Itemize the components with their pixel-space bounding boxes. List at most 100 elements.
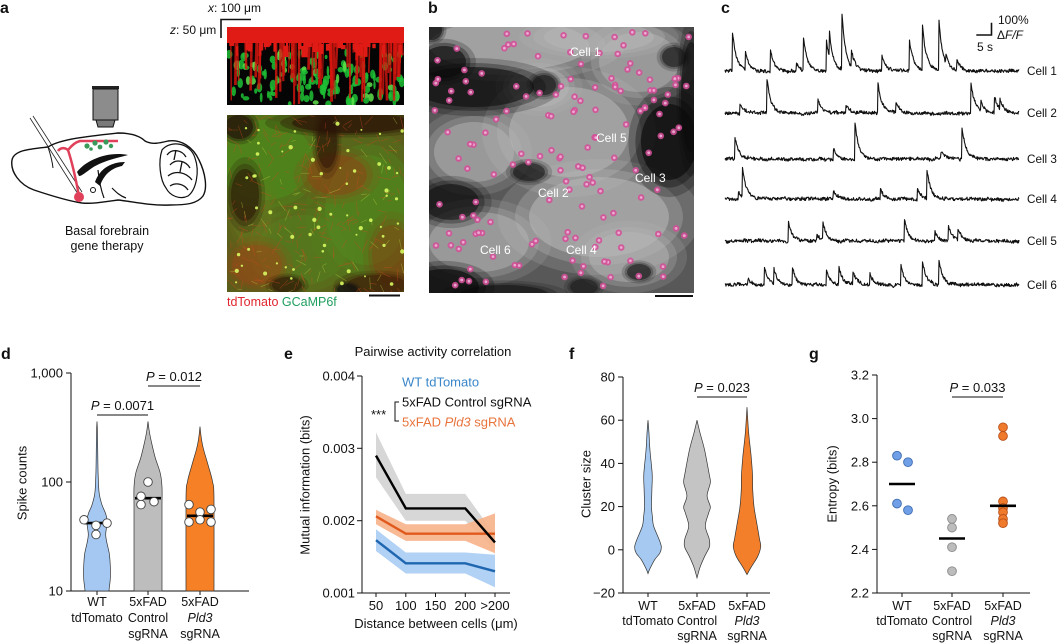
gcamp-cell xyxy=(396,222,400,225)
dendrite-fiber xyxy=(360,219,368,223)
blood-vessel-shadow xyxy=(429,27,442,40)
scale-z-label: z: 50 μm xyxy=(169,23,216,37)
axon-fiber xyxy=(301,285,307,292)
legend-text: Control xyxy=(445,395,487,410)
axon-fiber xyxy=(355,287,362,292)
axon-fiber xyxy=(355,184,364,189)
cell-roi-center xyxy=(447,231,451,235)
cell-roi-center xyxy=(494,117,498,121)
axon-fiber xyxy=(394,168,396,177)
animal-point xyxy=(136,499,146,510)
cell-roi-center xyxy=(656,232,660,236)
axon-fiber xyxy=(325,238,329,243)
category-label: tdTomato xyxy=(622,614,673,628)
labeled-cell xyxy=(245,76,251,85)
axon-fiber xyxy=(287,136,293,144)
axon-fiber xyxy=(402,247,404,249)
p-value-label: P = 0.012 xyxy=(146,369,202,384)
channel-legend: tdTomato GCaMP6f xyxy=(227,295,337,309)
cell-roi-center xyxy=(505,109,508,113)
axon-fiber xyxy=(271,242,280,255)
cell-roi-center xyxy=(588,175,591,179)
category-label: 5xFAD xyxy=(181,595,219,609)
axon-fiber xyxy=(321,227,327,235)
neuropil-bright-region xyxy=(429,27,589,70)
cell-roi-center xyxy=(527,160,530,164)
tissue-region xyxy=(363,211,404,292)
neuropil-bright-region xyxy=(599,32,679,92)
axon-fiber xyxy=(369,282,377,285)
confidence-band xyxy=(376,529,495,588)
cell-roi-center xyxy=(453,283,457,287)
axon-fiber xyxy=(274,126,277,134)
cell-roi-center xyxy=(519,152,523,156)
red-layer-edge xyxy=(301,45,308,58)
p-symbol: P xyxy=(949,380,958,395)
axon-fiber xyxy=(338,262,352,267)
gcamp-cell xyxy=(268,210,273,215)
dendrite-fiber xyxy=(332,120,337,124)
category-label: tdTomato xyxy=(71,611,122,625)
panel-label-a: a xyxy=(0,0,9,17)
red-layer-edge xyxy=(312,41,319,49)
axon-fiber xyxy=(308,162,313,174)
labeled-cell xyxy=(263,68,267,80)
trace-scale-bar xyxy=(976,22,993,36)
cell-roi-center xyxy=(582,264,585,268)
gcamp-cell xyxy=(346,269,351,274)
dendrite-fiber xyxy=(400,263,404,274)
gcamp-cell xyxy=(358,226,363,231)
gcamp-cell xyxy=(310,157,315,162)
brain-structure-line xyxy=(97,169,105,199)
cell-roi-center xyxy=(643,106,647,110)
axon-fiber xyxy=(321,140,331,148)
cell-roi-center xyxy=(492,173,496,176)
dendrite-fiber xyxy=(380,284,385,292)
dendrite-fiber xyxy=(268,228,272,234)
y-tick-label: 0.002 xyxy=(322,513,355,528)
axon-fiber xyxy=(361,240,368,253)
axon-fiber xyxy=(397,288,401,292)
axon-fiber xyxy=(241,256,251,262)
scale-z-value: : 50 μm xyxy=(176,23,216,37)
labeled-cell xyxy=(363,97,370,104)
axon-fiber xyxy=(372,237,384,244)
dendrite-fiber xyxy=(360,193,368,195)
axon-fiber xyxy=(363,287,370,292)
axon-fiber xyxy=(307,270,312,275)
dendrite-fiber xyxy=(278,200,286,211)
gcamp-cell xyxy=(245,176,249,180)
cell-label: Cell 6 xyxy=(480,243,511,257)
gcamp-cell xyxy=(317,206,322,211)
category-label: sgRNA xyxy=(677,629,717,643)
labeled-cell xyxy=(350,63,354,74)
axon-fiber xyxy=(259,171,261,177)
labeled-cell xyxy=(254,88,258,94)
scale-amplitude-label: 100% xyxy=(998,13,1029,27)
red-layer-edge xyxy=(354,44,359,49)
axon-fiber xyxy=(229,167,233,179)
cell-roi-center xyxy=(637,71,641,74)
blood-vessel-shadow xyxy=(624,262,654,282)
red-layer-edge xyxy=(312,46,319,52)
gcamp-cell xyxy=(345,182,349,185)
neuropil-bright-region xyxy=(429,206,539,278)
animal-point xyxy=(184,499,194,510)
cell-roi-center xyxy=(464,79,468,83)
gcamp-expression-markers xyxy=(84,139,114,151)
cell-roi-center xyxy=(480,72,484,75)
axon-fiber xyxy=(293,203,307,205)
dendrite-fiber xyxy=(381,164,384,174)
dendrite-fiber xyxy=(294,192,301,196)
labeled-cell xyxy=(373,80,376,90)
red-layer-edge xyxy=(247,43,253,52)
gcamp-cell xyxy=(244,127,248,130)
axon-fiber xyxy=(334,194,336,208)
cell-roi-center xyxy=(434,81,438,85)
red-layer-edge xyxy=(340,45,346,50)
dendrite-fiber xyxy=(256,250,262,253)
animal-point xyxy=(903,457,913,468)
red-layer-edge xyxy=(264,42,270,47)
hippocampus xyxy=(77,154,128,176)
axon-fiber xyxy=(340,229,347,231)
